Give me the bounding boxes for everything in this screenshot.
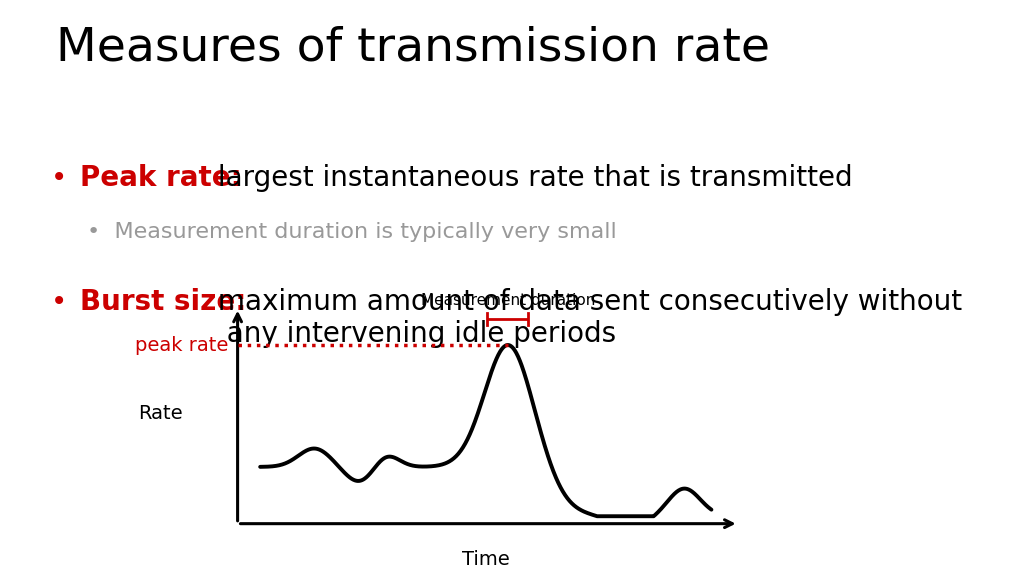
Text: Measurement duration: Measurement duration bbox=[421, 293, 595, 308]
Text: maximum amount of data sent consecutively without
  any intervening idle periods: maximum amount of data sent consecutivel… bbox=[209, 288, 962, 348]
Text: •: • bbox=[51, 288, 68, 316]
Text: •  Measurement duration is typically very small: • Measurement duration is typically very… bbox=[87, 222, 616, 242]
Text: Peak rate:: Peak rate: bbox=[80, 164, 242, 192]
Text: peak rate: peak rate bbox=[135, 336, 228, 354]
Text: Rate: Rate bbox=[138, 404, 183, 423]
Text: Time: Time bbox=[462, 550, 510, 569]
Text: •: • bbox=[51, 164, 68, 192]
Text: Measures of transmission rate: Measures of transmission rate bbox=[56, 26, 770, 71]
Text: Burst size:: Burst size: bbox=[80, 288, 246, 316]
Text: largest instantaneous rate that is transmitted: largest instantaneous rate that is trans… bbox=[209, 164, 853, 192]
